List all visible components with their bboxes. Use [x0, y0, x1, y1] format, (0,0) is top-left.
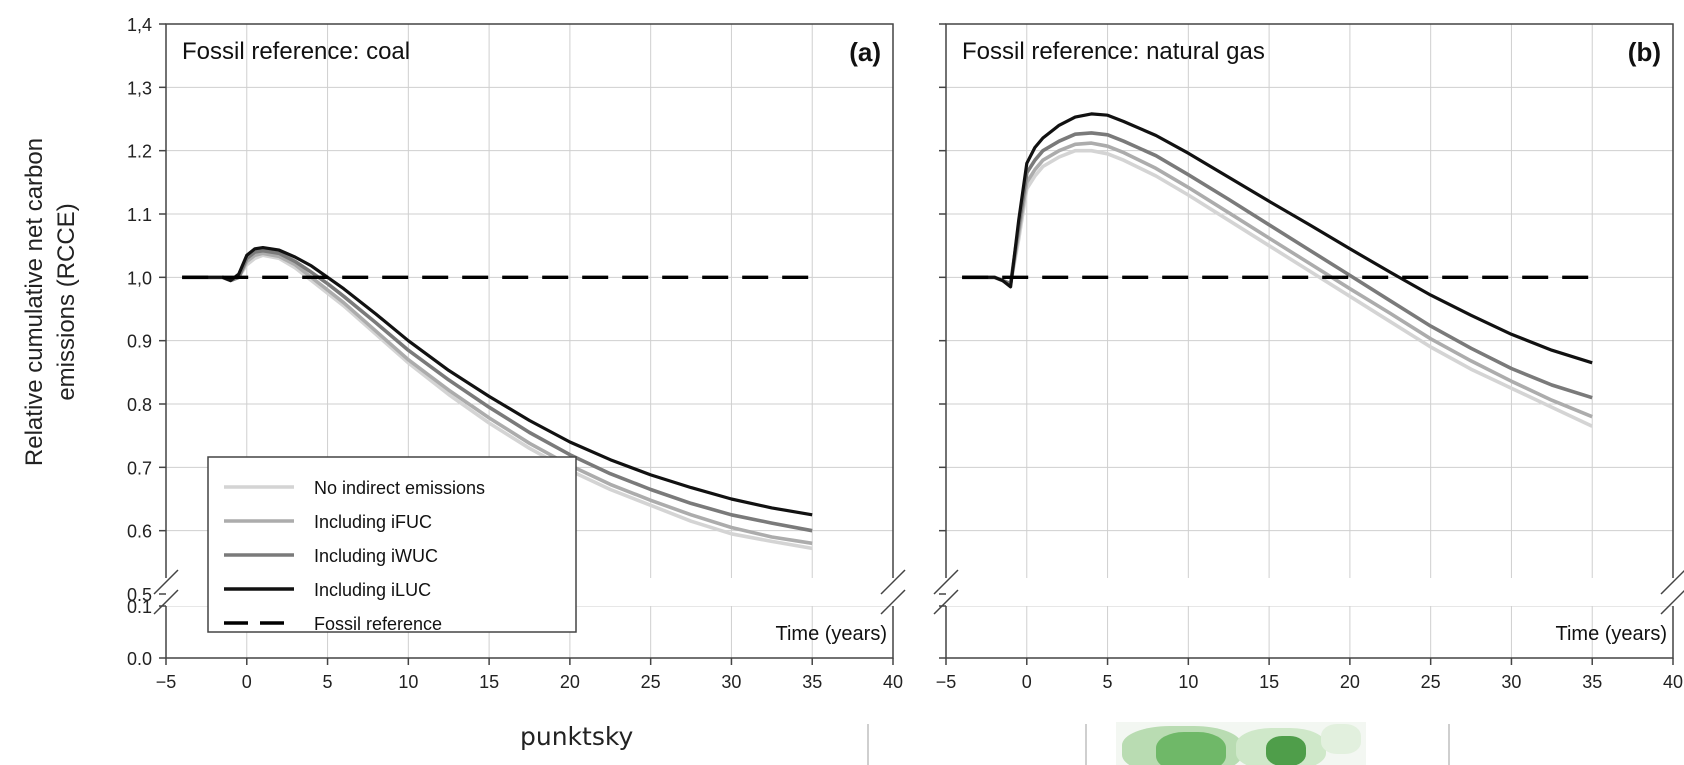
- y-tick-label: 1,3: [127, 78, 152, 98]
- x-tick-label: 20: [560, 672, 580, 692]
- y-tick-label: 0.8: [127, 395, 152, 415]
- series-line-including-iwuc: [962, 131, 1593, 400]
- y-tick-label: 1.2: [127, 142, 152, 162]
- map-thumbnail: [1116, 722, 1366, 765]
- y-tick-label: 0.1: [127, 597, 152, 617]
- x-tick-label: 5: [1103, 672, 1113, 692]
- axis-break-mark: [1660, 589, 1684, 615]
- y-tick-label: 1.1: [127, 205, 152, 225]
- plot-frame: [165, 606, 894, 659]
- legend-label: Fossil reference: [314, 614, 442, 634]
- panel-title: Fossil reference: natural gas: [962, 38, 1265, 65]
- axis-break-gap: [944, 578, 1675, 606]
- series-line-including-ifuc: [962, 141, 1593, 419]
- x-tick-label: 25: [1421, 672, 1441, 692]
- axis-break-mark: [880, 569, 906, 595]
- axis-break-mark: [153, 589, 179, 615]
- footer-divider: [1085, 724, 1087, 765]
- footer-caption: punktsky: [520, 722, 634, 751]
- panel-tag: (a): [849, 37, 881, 67]
- panel-title: Fossil reference: coal: [182, 38, 410, 65]
- x-tick-label: 35: [802, 672, 822, 692]
- x-tick-label: 30: [1501, 672, 1521, 692]
- x-tick-label: 10: [1178, 672, 1198, 692]
- y-tick-label: 0.6: [127, 522, 152, 542]
- series-line-including-iluc: [182, 246, 813, 517]
- x-axis-title: Time (years): [776, 623, 887, 645]
- figure: −5 0 5 10 15 20 25 30 35 40 1,4 1,3 1.2 1.1 1,0 0.9 0.8 0…: [21, 15, 1684, 692]
- series-line-no-indirect-emissions: [962, 148, 1593, 428]
- panel-b: −5 0 5 10 15 20 25 30 35 40 Fossil reference: natu…: [933, 23, 1684, 692]
- footer-divider: [867, 724, 869, 765]
- y-tick-label: 0.0: [127, 649, 152, 669]
- x-axis-title: Time (years): [1556, 623, 1667, 645]
- x-tick-label: 20: [1340, 672, 1360, 692]
- x-tick-label: 40: [1663, 672, 1683, 692]
- x-tick-label: 25: [641, 672, 661, 692]
- y-tick-label: 0.5: [127, 585, 152, 605]
- y-axis-title-line-2: emissions (RCCE): [53, 203, 80, 400]
- plot-frame: [945, 606, 1674, 659]
- x-tick-label: 35: [1582, 672, 1602, 692]
- panel-tag: (b): [1628, 37, 1661, 67]
- x-tick-label: 15: [479, 672, 499, 692]
- y-tick-label: 1,0: [127, 268, 152, 288]
- axis-break-mark: [880, 589, 906, 615]
- axis-break-mark: [153, 569, 179, 595]
- legend-label: Including iWUC: [314, 546, 438, 566]
- plot-frame: [165, 23, 894, 578]
- y-axis-title-line-1: Relative cumulative net carbon: [21, 138, 48, 466]
- legend-label: No indirect emissions: [314, 478, 485, 498]
- footer-divider: [1448, 724, 1450, 765]
- axis-break-mark: [933, 589, 959, 615]
- x-tick-label: 10: [398, 672, 418, 692]
- x-tick-label: 0: [1022, 672, 1032, 692]
- y-tick-label: 1,4: [127, 15, 152, 35]
- x-tick-label: −5: [936, 672, 957, 692]
- y-tick-label: 0.9: [127, 332, 152, 352]
- x-tick-label: 0: [242, 672, 252, 692]
- x-tick-label: 15: [1259, 672, 1279, 692]
- x-tick-label: 30: [721, 672, 741, 692]
- x-tick-label: 40: [883, 672, 903, 692]
- plot-frame: [945, 23, 1674, 578]
- x-tick-label: −5: [156, 672, 177, 692]
- axis-break-mark: [1660, 569, 1684, 595]
- axis-break-mark: [933, 569, 959, 595]
- legend-label: Including iFUC: [314, 512, 432, 532]
- x-tick-label: 5: [323, 672, 333, 692]
- panel-a: −5 0 5 10 15 20 25 30 35 40 1,4 1,3 1.2 1.1 1,0 0.9 0.8 0…: [127, 15, 906, 692]
- legend-label: Including iLUC: [314, 580, 431, 600]
- y-tick-label: 0.7: [127, 458, 152, 478]
